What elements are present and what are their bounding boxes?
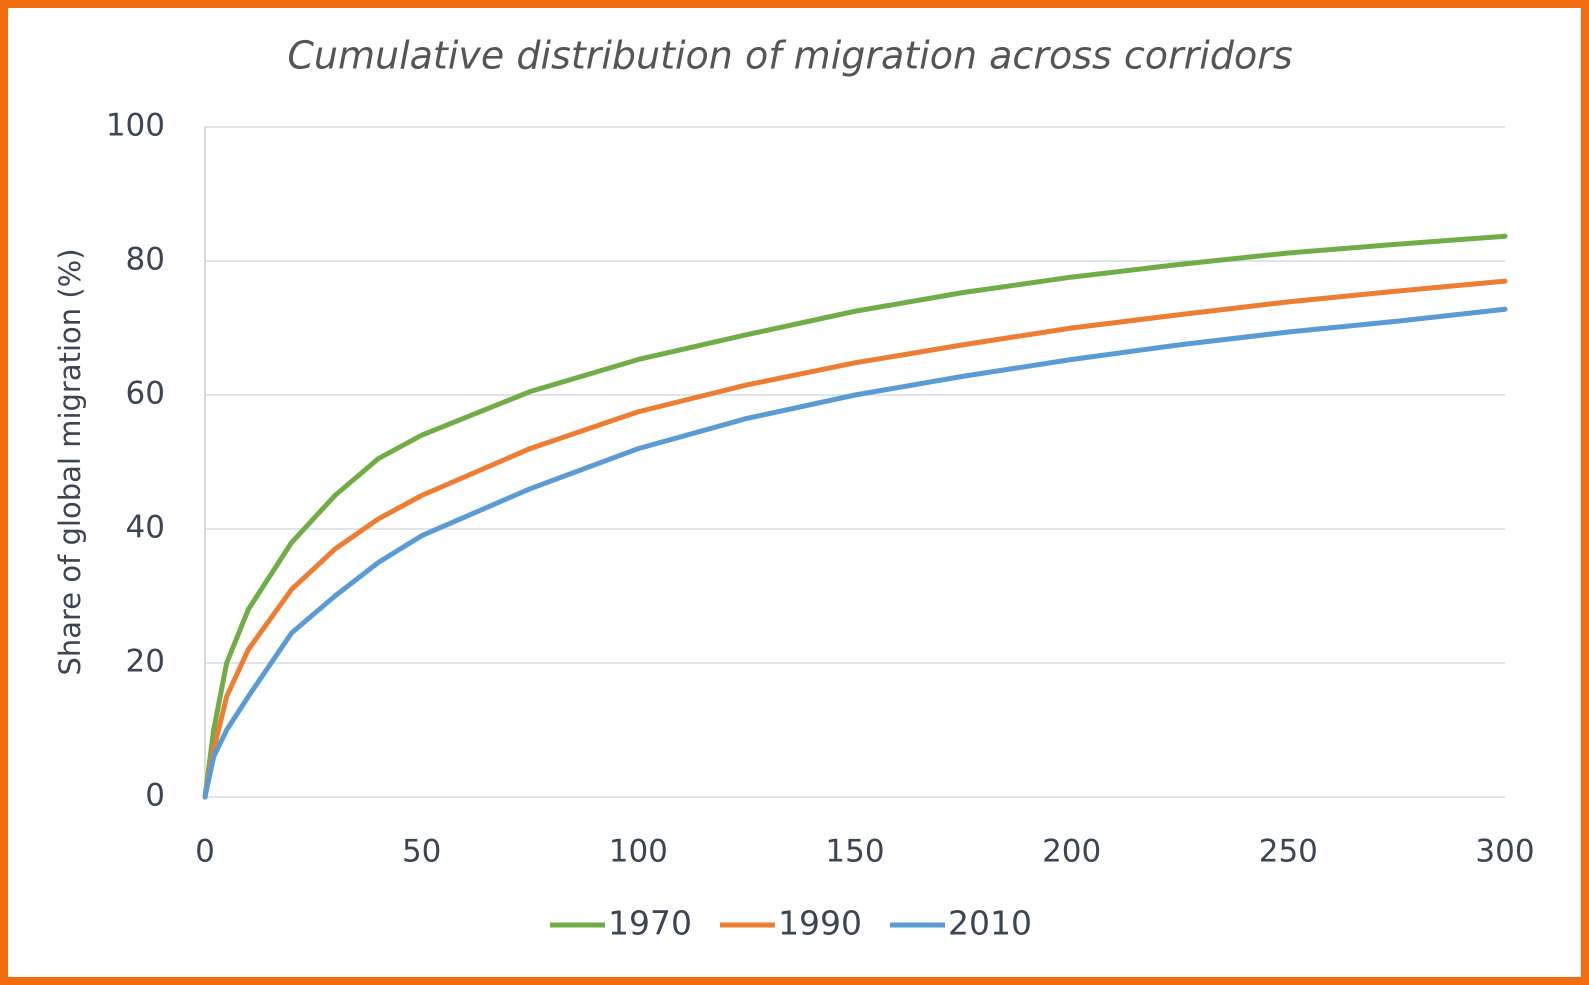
series-line — [202, 278, 1508, 800]
x-tick-label: 100 — [609, 834, 668, 870]
y-tick-label: 80 — [126, 242, 165, 278]
x-tick-label: 50 — [402, 834, 441, 870]
x-tick-label: 150 — [825, 834, 884, 870]
chart-title: Cumulative distribution of migration acr… — [287, 34, 1292, 78]
y-tick-label: 60 — [126, 376, 165, 412]
y-tick-label: 20 — [126, 644, 165, 680]
legend-label: 2010 — [948, 904, 1032, 943]
series-line — [202, 233, 1508, 800]
y-tick-label: 40 — [126, 510, 165, 546]
x-tick-label: 250 — [1259, 834, 1318, 870]
y-tick-label: 0 — [145, 778, 165, 814]
x-tick-label: 200 — [1042, 834, 1101, 870]
series-line — [202, 306, 1508, 800]
legend-label: 1990 — [778, 904, 862, 943]
x-tick-label: 300 — [1475, 834, 1534, 870]
y-tick-label: 100 — [106, 108, 165, 144]
y-axis-label: Share of global migration (%) — [53, 248, 87, 675]
legend-label: 1970 — [608, 904, 692, 943]
x-tick-label: 0 — [195, 834, 215, 870]
